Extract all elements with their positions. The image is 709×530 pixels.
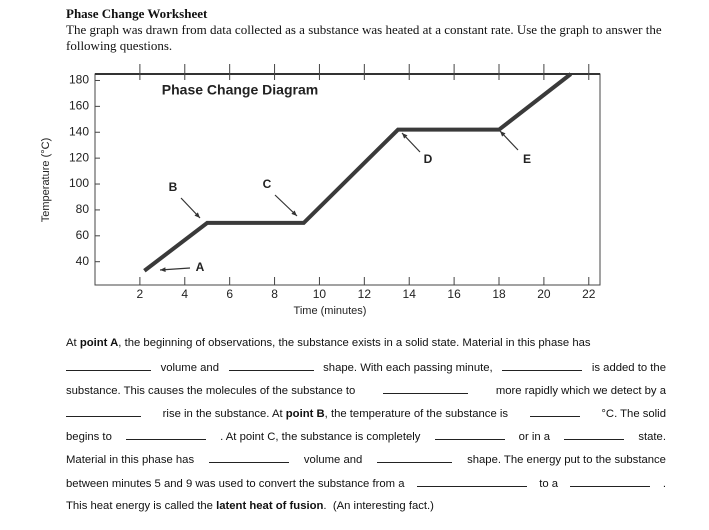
arrow-head bbox=[194, 212, 200, 218]
annotation: A bbox=[196, 260, 205, 274]
arrow-head bbox=[402, 133, 408, 139]
text: This heat energy is called the bbox=[66, 500, 217, 512]
x-tick-label: 10 bbox=[313, 287, 327, 301]
text: . At point C, the substance is completel… bbox=[220, 431, 421, 443]
blank bbox=[377, 452, 453, 463]
data-line bbox=[143, 72, 573, 273]
text: more rapidly which we detect by a bbox=[495, 385, 666, 397]
chart-title: Phase Change Diagram bbox=[162, 82, 318, 98]
blank bbox=[529, 406, 580, 417]
text: , the temperature of the substance is bbox=[324, 408, 509, 420]
text: rise in the substance. At bbox=[162, 408, 286, 420]
text: begins to bbox=[66, 431, 112, 443]
blank bbox=[228, 360, 314, 371]
text: to a bbox=[539, 478, 559, 490]
text: substance. This causes the molecules of … bbox=[66, 385, 356, 397]
y-tick-label: 120 bbox=[69, 150, 89, 164]
annotation: D bbox=[424, 152, 433, 166]
x-tick-label: 20 bbox=[537, 287, 551, 301]
intro: The graph was drawn from data collected … bbox=[66, 22, 662, 53]
text: latent heat of fusion bbox=[216, 500, 324, 512]
y-tick-label: 100 bbox=[69, 176, 89, 190]
text: , the beginning of observations, the sub… bbox=[118, 337, 591, 349]
text: volume and bbox=[160, 362, 219, 374]
blank bbox=[434, 429, 505, 440]
text-line: substance. This causes the molecules of … bbox=[66, 383, 666, 397]
arrow-head bbox=[500, 131, 506, 137]
arrow-head bbox=[160, 267, 166, 272]
arrow-head bbox=[291, 210, 297, 216]
x-tick-label: 12 bbox=[358, 287, 372, 301]
blank bbox=[209, 452, 289, 463]
text-line: Material in this phase has volume and shap… bbox=[66, 452, 666, 466]
blank bbox=[125, 429, 206, 440]
text-line: This heat energy is called the latent he… bbox=[66, 500, 666, 512]
text: shape. With each passing minute, bbox=[323, 362, 493, 374]
y-tick-label: 60 bbox=[76, 228, 90, 242]
y-tick-label: 180 bbox=[69, 73, 89, 87]
text: state. bbox=[638, 431, 666, 443]
text: volume and bbox=[303, 454, 363, 466]
text: At bbox=[66, 337, 80, 349]
text: point A bbox=[79, 337, 119, 349]
header: Phase Change Worksheet The graph was dra… bbox=[66, 6, 676, 54]
text: °C. The solid bbox=[601, 408, 666, 420]
blank bbox=[502, 360, 583, 371]
title: Phase Change Worksheet bbox=[66, 6, 208, 21]
x-tick-label: 6 bbox=[226, 287, 233, 301]
chart: Phase Change Diagram Time (minutes) Temp… bbox=[40, 64, 601, 317]
annotation: E bbox=[523, 152, 531, 166]
x-tick-label: 8 bbox=[271, 287, 278, 301]
y-axis-label: Temperature (°C) bbox=[40, 138, 52, 222]
text-line: rise in the substance. At point B, the t… bbox=[66, 406, 666, 420]
x-tick-label: 4 bbox=[181, 287, 188, 301]
text: shape. The energy put to the substance bbox=[467, 454, 666, 466]
text: between minutes 5 and 9 was used to conv… bbox=[66, 478, 405, 490]
text: point B bbox=[285, 408, 325, 420]
y-tick-label: 140 bbox=[69, 124, 89, 138]
text: Material in this phase has bbox=[66, 454, 195, 466]
x-tick-label: 16 bbox=[447, 287, 461, 301]
y-tick-label: 160 bbox=[69, 99, 89, 113]
text: . (An interesting fact.) bbox=[323, 500, 434, 512]
text: is added to the bbox=[591, 362, 666, 374]
y-tick-label: 40 bbox=[76, 254, 90, 268]
text-line: begins to . At point C, the substance is … bbox=[66, 429, 666, 443]
text-line: At point A, the beginning of observation… bbox=[66, 337, 666, 349]
x-axis-label: Time (minutes) bbox=[294, 305, 367, 317]
annotation: B bbox=[169, 180, 178, 194]
blank bbox=[66, 406, 141, 417]
text: or in a bbox=[518, 431, 551, 443]
blank bbox=[564, 429, 625, 440]
x-tick-label: 22 bbox=[582, 287, 596, 301]
y-tick-label: 80 bbox=[76, 202, 90, 216]
blank bbox=[383, 383, 469, 394]
x-tick-label: 18 bbox=[492, 287, 506, 301]
x-tick-label: 14 bbox=[403, 287, 417, 301]
blank bbox=[416, 476, 527, 487]
x-tick-label: 2 bbox=[137, 287, 144, 301]
text-line: between minutes 5 and 9 was used to conv… bbox=[66, 476, 666, 490]
text: . bbox=[662, 478, 666, 490]
blank bbox=[66, 360, 151, 371]
text-line: volume and shape. With each passing minut… bbox=[66, 360, 666, 374]
blank bbox=[570, 476, 651, 487]
annotation: C bbox=[263, 177, 272, 191]
